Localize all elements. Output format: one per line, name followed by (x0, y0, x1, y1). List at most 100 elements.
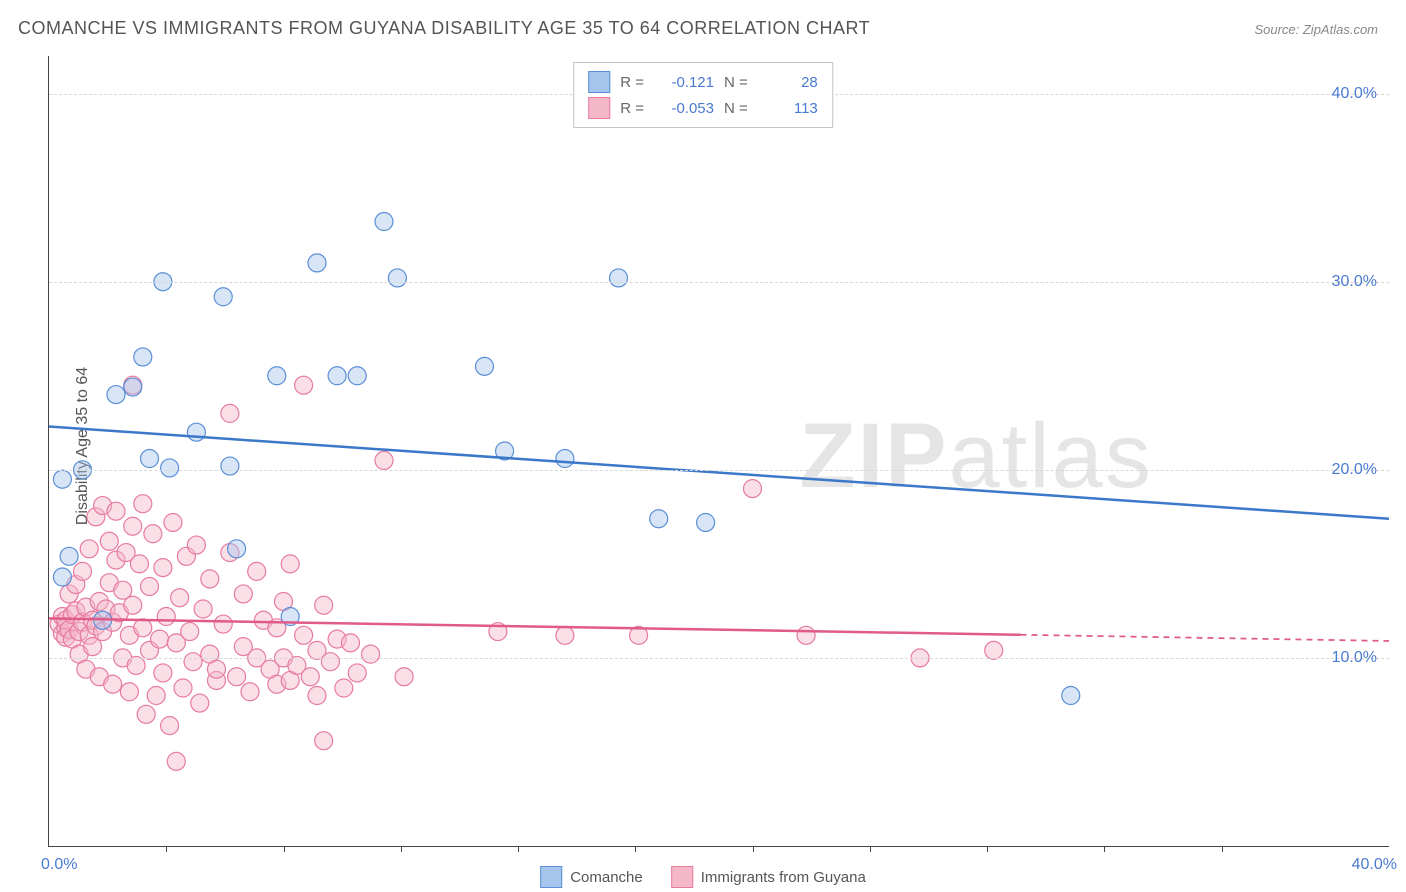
data-point (308, 687, 326, 705)
data-point (107, 502, 125, 520)
series-2-name: Immigrants from Guyana (701, 869, 866, 886)
data-point (214, 615, 232, 633)
y-tick-label: 20.0% (1332, 461, 1377, 479)
data-point (167, 752, 185, 770)
data-point (342, 634, 360, 652)
data-point (268, 367, 286, 385)
swatch-series-1b (540, 866, 562, 888)
source-label: Source: ZipAtlas.com (1254, 22, 1378, 37)
n-label: N = (724, 100, 748, 117)
data-point (476, 357, 494, 375)
data-point (187, 423, 205, 441)
data-point (744, 480, 762, 498)
legend-item-1: Comanche (540, 866, 643, 888)
n-value-2: 113 (758, 100, 818, 117)
data-point (174, 679, 192, 697)
data-point (556, 450, 574, 468)
data-point (104, 675, 122, 693)
data-point (228, 668, 246, 686)
x-tick (635, 846, 636, 852)
data-point (124, 517, 142, 535)
x-tick (1222, 846, 1223, 852)
legend-item-2: Immigrants from Guyana (671, 866, 866, 888)
data-point (797, 626, 815, 644)
series-1-name: Comanche (570, 869, 643, 886)
data-point (161, 717, 179, 735)
stats-legend: R = -0.121 N = 28 R = -0.053 N = 113 (573, 62, 833, 128)
series-legend: Comanche Immigrants from Guyana (540, 866, 866, 888)
data-point (127, 656, 145, 674)
r-value-2: -0.053 (654, 100, 714, 117)
data-point (74, 562, 92, 580)
data-point (151, 630, 169, 648)
y-tick-label: 30.0% (1332, 273, 1377, 291)
data-point (228, 540, 246, 558)
x-tick-label-min: 0.0% (41, 856, 77, 874)
x-tick (401, 846, 402, 852)
data-point (130, 555, 148, 573)
data-point (147, 687, 165, 705)
chart-svg (49, 56, 1389, 846)
data-point (214, 288, 232, 306)
x-tick (518, 846, 519, 852)
data-point (100, 532, 118, 550)
data-point (295, 376, 313, 394)
x-tick-label-max: 40.0% (1352, 856, 1397, 874)
data-point (137, 705, 155, 723)
r-label: R = (620, 74, 644, 91)
data-point (53, 568, 71, 586)
stats-row-2: R = -0.053 N = 113 (588, 95, 818, 121)
data-point (80, 540, 98, 558)
data-point (194, 600, 212, 618)
data-point (234, 585, 252, 603)
data-point (107, 386, 125, 404)
data-point (375, 213, 393, 231)
data-point (201, 570, 219, 588)
x-tick (753, 846, 754, 852)
data-point (328, 367, 346, 385)
stats-row-1: R = -0.121 N = 28 (588, 69, 818, 95)
r-label: R = (620, 100, 644, 117)
data-point (134, 348, 152, 366)
n-label: N = (724, 74, 748, 91)
x-tick (1104, 846, 1105, 852)
x-tick (987, 846, 988, 852)
data-point (141, 450, 159, 468)
data-point (348, 367, 366, 385)
data-point (124, 596, 142, 614)
data-point (610, 269, 628, 287)
data-point (144, 525, 162, 543)
data-point (395, 668, 413, 686)
data-point (650, 510, 668, 528)
swatch-series-2 (588, 97, 610, 119)
data-point (697, 513, 715, 531)
data-point (241, 683, 259, 701)
data-point (315, 596, 333, 614)
chart-title: COMANCHE VS IMMIGRANTS FROM GUYANA DISAB… (18, 18, 870, 39)
x-tick (284, 846, 285, 852)
data-point (315, 732, 333, 750)
data-point (985, 641, 1003, 659)
data-point (295, 626, 313, 644)
data-point (141, 577, 159, 595)
data-point (248, 562, 266, 580)
y-tick-label: 40.0% (1332, 85, 1377, 103)
gridline (49, 658, 1389, 659)
trend-line (49, 427, 1389, 519)
data-point (191, 694, 209, 712)
data-point (164, 513, 182, 531)
swatch-series-2b (671, 866, 693, 888)
data-point (161, 459, 179, 477)
data-point (157, 608, 175, 626)
data-point (154, 559, 172, 577)
data-point (221, 457, 239, 475)
data-point (181, 623, 199, 641)
data-point (208, 660, 226, 678)
data-point (53, 470, 71, 488)
data-point (556, 626, 574, 644)
gridline (49, 282, 1389, 283)
plot-area: ZIPatlas 10.0%20.0%30.0%40.0%0.0%40.0% (48, 56, 1389, 847)
data-point (184, 653, 202, 671)
data-point (335, 679, 353, 697)
x-tick (870, 846, 871, 852)
